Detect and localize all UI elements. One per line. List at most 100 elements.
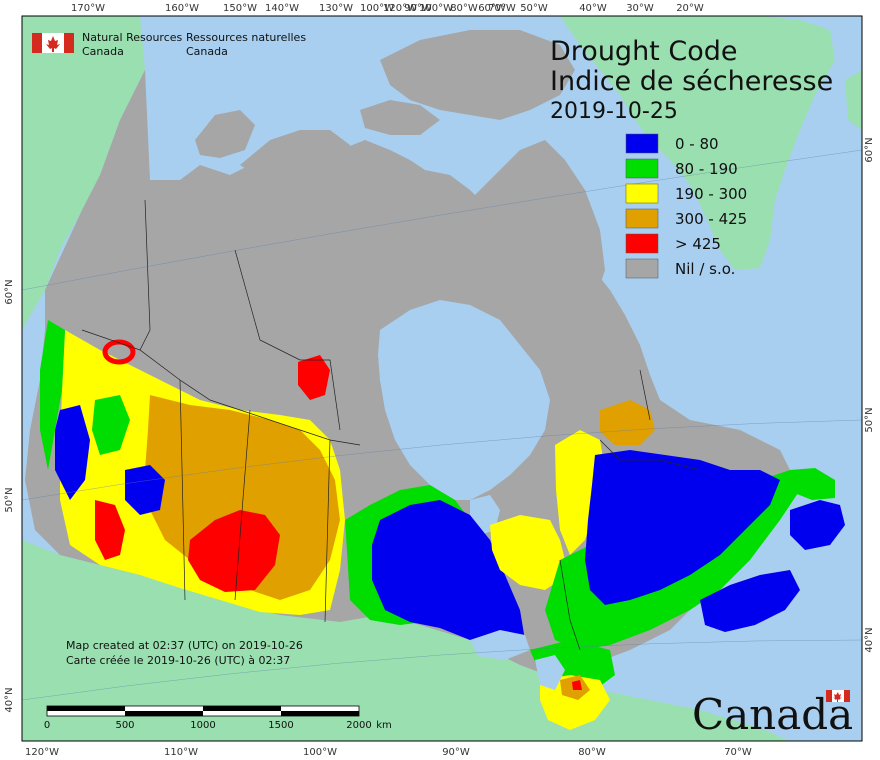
scale-bar-label: 2000 [346, 720, 371, 731]
arctic-island-victoria [240, 130, 350, 180]
graticule-top-label: 20°W [676, 3, 704, 14]
zone-yellow-east [490, 515, 565, 590]
zone-red-west-2 [95, 500, 125, 560]
legend: 0 - 80 80 - 190 190 - 300 300 - 425 > 425 Nil… [625, 133, 747, 279]
canada-flag-icon [32, 33, 74, 53]
legend-label: 80 - 190 [675, 160, 738, 178]
hudson-bay [378, 300, 550, 500]
graticule-bottom-label: 80°W [578, 747, 606, 758]
graticule-top-label: 40°W [579, 3, 607, 14]
map-border [21, 15, 863, 742]
map-credit-en: Map created at 02:37 (UTC) on 2019-10-26 [66, 639, 303, 652]
lake-huron [535, 655, 565, 690]
agency-en-line1: Natural Resources [82, 31, 183, 44]
graticule-top-label: 170°W [71, 3, 105, 14]
legend-label: 0 - 80 [675, 135, 719, 153]
graticule-left-label: 60°N [4, 279, 15, 304]
graticule-top-label: 150°W [223, 3, 257, 14]
graticule-top-label: 130°W [319, 3, 353, 14]
graticule-right-label: 40°N [864, 627, 875, 652]
wordmark-flag-icon [826, 690, 850, 702]
canada-wordmark: Canada [692, 690, 853, 739]
agency-fr-line2: Canada [186, 45, 228, 58]
graticule-top-label: 160°W [165, 3, 199, 14]
provincial-boundaries [81, 199, 701, 651]
graticule-bottom-label: 110°W [164, 747, 198, 758]
zone-yellow-quebec [555, 430, 605, 555]
graticule-left-labels: 60°N 50°N 40°N [4, 279, 15, 712]
zone-blue-newfoundland [790, 500, 845, 550]
graticule-left-label: 50°N [4, 487, 15, 512]
map-credit: Map created at 02:37 (UTC) on 2019-10-26… [66, 639, 303, 667]
graticule-top-label: 120°W [383, 3, 417, 14]
iceland-land [845, 70, 862, 130]
graticule-top-label: 30°W [626, 3, 654, 14]
zone-red-ring [102, 339, 136, 365]
graticule-top-label: 70°W [488, 3, 516, 14]
scale-bar-label: 0 [44, 720, 50, 731]
graticule-lines [21, 149, 863, 701]
title-date: 2019-10-25 [550, 99, 678, 124]
graticule-bottom-label: 90°W [442, 747, 470, 758]
legend-swatch [625, 158, 659, 179]
zone-green-newfoundland [790, 468, 835, 500]
zone-green-west [40, 320, 65, 470]
scale-bar-unit: km [376, 720, 392, 731]
arctic-island-baffin [470, 140, 605, 330]
graticule-bottom-label: 100°W [303, 747, 337, 758]
map-area [21, 16, 863, 741]
graticule-bottom-labels: 120°W 110°W 100°W 90°W 80°W 70°W [25, 747, 752, 758]
scale-bar-label: 1500 [268, 720, 293, 731]
scale-bar: 0 500 1000 1500 2000 km [44, 705, 392, 731]
zone-green-west-2 [92, 395, 130, 455]
agency-header: Natural Resources Canada Ressources natu… [32, 31, 306, 58]
zone-yellow-ontario-south [540, 675, 610, 730]
legend-label: 300 - 425 [675, 210, 747, 228]
arctic-island-devon [360, 100, 440, 135]
graticule-left-label: 40°N [4, 687, 15, 712]
legend-swatch [625, 133, 659, 154]
zone-orange-east [600, 400, 655, 445]
agency-fr-line1: Ressources naturelles [186, 31, 306, 44]
zone-blue-west-1 [125, 465, 165, 515]
graticule-bottom-label: 70°W [724, 747, 752, 758]
graticule-top-label: 140°W [265, 3, 299, 14]
zone-red-ontario-south [572, 680, 582, 690]
agency-en-line2: Canada [82, 45, 124, 58]
zone-red-west-1 [188, 510, 280, 592]
alaska-land [22, 16, 145, 330]
legend-swatch [625, 183, 659, 204]
legend-swatch [625, 208, 659, 229]
graticule-top-labels: 170°W 160°W 150°W 140°W 130°W 100°W 90°W 80°W 60… [71, 3, 704, 14]
graticule-top-label: 100°W [419, 3, 453, 14]
legend-swatch [625, 233, 659, 254]
legend-label: Nil / s.o. [675, 260, 735, 278]
graticule-right-label: 50°N [864, 407, 875, 432]
scale-bar-label: 1000 [190, 720, 215, 731]
map-credit-fr: Carte créée le 2019-10-26 (UTC) à 02:37 [66, 654, 290, 667]
graticule-bottom-label: 120°W [25, 747, 59, 758]
legend-label: 190 - 300 [675, 185, 747, 203]
map-title: Drought Code Indice de sécheresse 2019-1… [550, 36, 833, 124]
graticule-right-label: 60°N [864, 137, 875, 162]
greenland-land [560, 16, 835, 270]
graticule-top-label: 50°W [520, 3, 548, 14]
zone-red-northwest [298, 355, 330, 400]
legend-swatch [625, 258, 659, 279]
lake-superior [470, 630, 530, 660]
scale-bar-label: 500 [115, 720, 134, 731]
title-line1: Drought Code [550, 36, 737, 67]
arctic-island-banks [195, 110, 255, 158]
graticule-top-label: 60°W [478, 3, 506, 14]
zone-blue-central [372, 500, 525, 650]
graticule-top-label: 100°W [360, 3, 394, 14]
graticule-right-labels: 60°N 50°N 40°N [864, 137, 875, 652]
arctic-island-ellesmere [380, 30, 575, 120]
legend-label: > 425 [675, 235, 721, 253]
zone-blue-maritimes [700, 570, 800, 632]
zone-blue-east [585, 450, 780, 605]
graticule-top-label: 80°W [450, 3, 478, 14]
graticule-top-label: 90°W [404, 3, 432, 14]
title-line2: Indice de sécheresse [550, 66, 833, 97]
